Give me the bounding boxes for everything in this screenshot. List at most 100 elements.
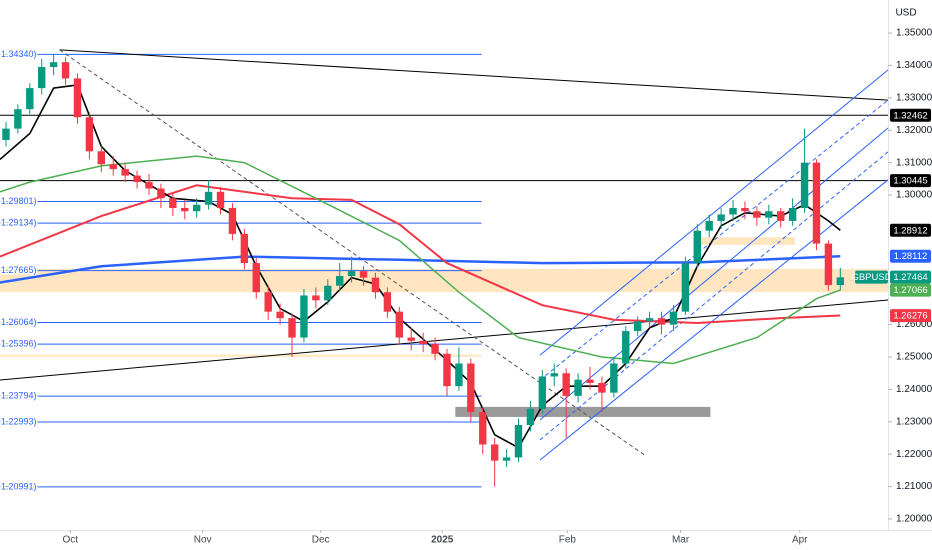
candle-body [228, 207, 237, 234]
candle-body [586, 379, 594, 383]
price-tag-label: 1.26276 [893, 311, 927, 322]
candle-body [622, 331, 630, 364]
currency-label: USD [895, 8, 916, 19]
y-tick-label: 1.26000 [896, 319, 932, 330]
y-tick-label: 1.33000 [896, 92, 932, 103]
candle-body [264, 292, 272, 312]
price-tag [890, 108, 931, 122]
price-tag-label: 1.30445 [893, 176, 927, 187]
candle-body [38, 67, 46, 89]
candle-body [479, 412, 487, 445]
y-tick-label: 1.24000 [896, 384, 932, 395]
level-label: 1.29801) [1, 196, 37, 206]
x-tick-label: Apr [792, 535, 808, 546]
candle-body [765, 211, 773, 218]
candle-body [419, 340, 427, 345]
price-tag [890, 223, 931, 237]
y-tick-label: 1.34000 [896, 60, 932, 71]
candle-body [681, 263, 690, 312]
candle-body [347, 271, 356, 277]
candle-body [562, 373, 570, 396]
candle-body [800, 162, 809, 208]
candle-body [97, 151, 106, 165]
candle-body [324, 285, 332, 301]
y-tick-label: 1.20000 [896, 514, 932, 525]
zone [0, 268, 888, 293]
price-tag-label: 1.27464 [893, 272, 927, 283]
candle-body [717, 214, 725, 221]
candle-body [145, 182, 153, 189]
price-tag [890, 174, 931, 188]
candle-body [240, 233, 249, 264]
level-label: 1.25396) [1, 339, 37, 349]
candle-body [824, 243, 833, 286]
candle-body [73, 78, 82, 118]
candle-body [383, 292, 392, 312]
candle-body [729, 207, 737, 215]
candle-body [169, 198, 177, 208]
x-tick-label: 2025 [431, 535, 454, 546]
candle-body [407, 337, 415, 341]
level-label: 1.34340) [1, 49, 37, 59]
candle-body [455, 363, 463, 387]
candle-body [121, 169, 129, 176]
candle-body [49, 62, 58, 68]
price-tag [890, 270, 931, 284]
candle-body [777, 211, 785, 221]
price-tag-label: 1.32462 [893, 110, 927, 121]
candle-body [669, 311, 678, 325]
level-label: 1.29134) [1, 217, 37, 227]
candle-body [526, 408, 535, 426]
price-tag-label: 1.28112 [894, 251, 928, 262]
candle-body [109, 164, 117, 170]
candle-body [336, 276, 344, 286]
level-label: 1.27665) [1, 265, 37, 275]
level-label: 1.26064) [1, 317, 37, 327]
y-tick-label: 1.30000 [896, 190, 932, 201]
candle-body [490, 444, 499, 461]
candle-body [395, 311, 403, 338]
trend-line [539, 69, 889, 356]
candle-body [836, 277, 845, 286]
price-tag-label: 1.28912 [893, 225, 927, 236]
moving-average [0, 155, 841, 365]
x-tick-label: Feb [559, 535, 577, 546]
candle-body [133, 175, 141, 183]
y-tick-label: 1.23000 [896, 416, 932, 427]
y-tick-label: 1.22000 [896, 449, 932, 460]
x-tick-label: Oct [63, 535, 79, 546]
moving-average [0, 184, 841, 325]
y-tick-label: 1.21000 [896, 481, 932, 492]
candle-body [443, 353, 451, 387]
candle-body [610, 363, 618, 393]
candle-body [788, 207, 797, 221]
candle-body [288, 318, 296, 338]
trend-line [539, 127, 889, 421]
zone [0, 354, 482, 358]
candle-body [812, 162, 821, 244]
trend-line [539, 151, 889, 441]
candle-body [467, 363, 475, 413]
level-label: 1.22993) [1, 416, 37, 426]
zone [699, 237, 796, 245]
y-tick-label: 1.32000 [896, 125, 932, 136]
trend-line [539, 99, 889, 381]
candle-body [204, 191, 213, 205]
trend-line [59, 49, 889, 101]
candle-body [192, 204, 201, 212]
candle-body [574, 379, 582, 396]
candle-body [26, 88, 34, 110]
x-tick-label: Nov [194, 535, 212, 546]
candle-body [502, 457, 511, 461]
x-tick-label: Mar [672, 535, 690, 546]
candle-body [312, 295, 320, 301]
candle-body [85, 117, 94, 152]
candle-body [753, 211, 761, 218]
symbol-tag-label: GBPUSD [851, 272, 891, 283]
candle-body [181, 207, 189, 212]
zone [455, 406, 711, 417]
price-tag [890, 309, 931, 323]
candle-body [550, 373, 558, 377]
candle-body [431, 344, 439, 354]
